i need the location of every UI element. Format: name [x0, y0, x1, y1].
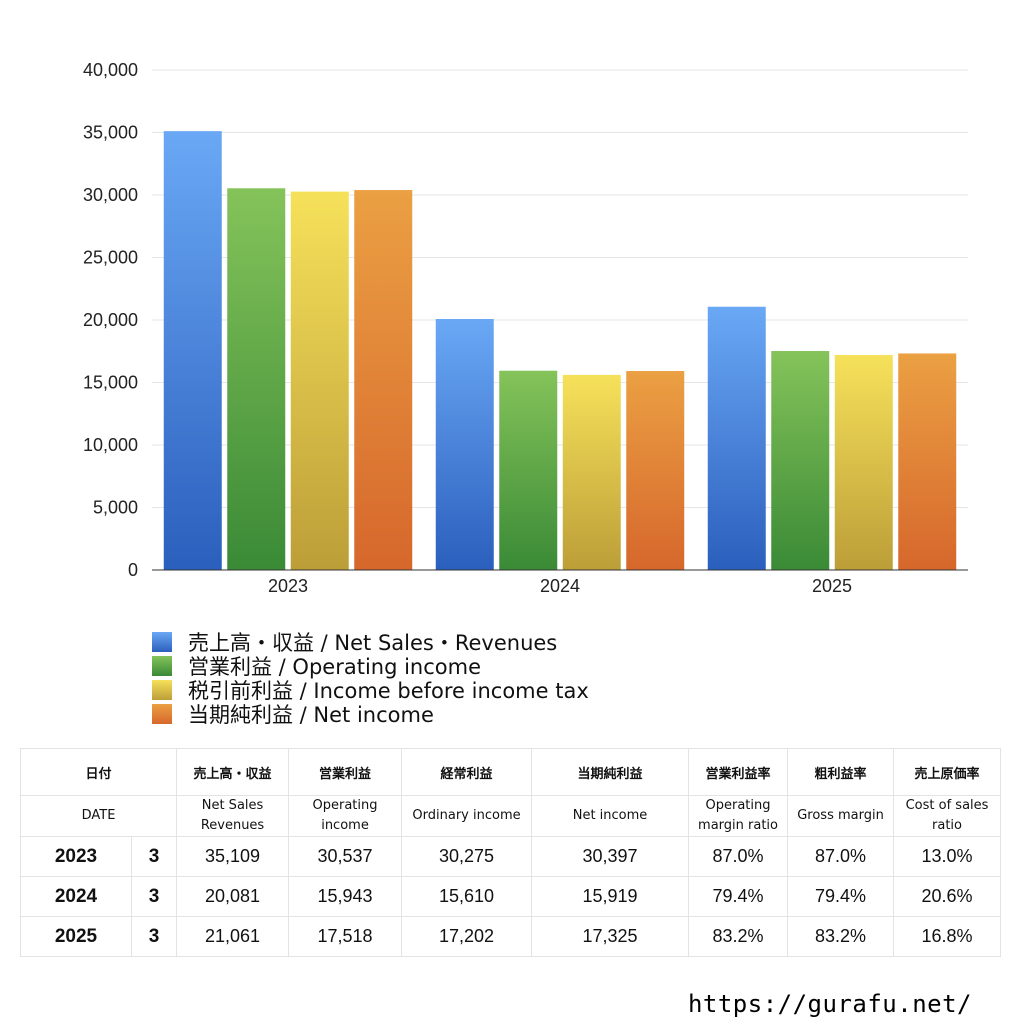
legend-label-operating-income: 営業利益 / Operating income — [188, 655, 482, 679]
legend-label-income-before-tax: 税引前利益 / Income before income tax — [188, 679, 589, 703]
bars — [163, 131, 957, 570]
bar-2023-series-1 — [227, 188, 286, 570]
row-year: 2024 — [20, 876, 132, 917]
row-year: 2025 — [20, 916, 132, 957]
legend-label-net-income: 当期純利益 / Net income — [188, 703, 434, 727]
site-url[interactable]: https://gurafu.net/ — [687, 990, 972, 1018]
legend-label-net-sales: 売上高・収益 / Net Sales・Revenues — [188, 631, 558, 655]
th-date-en: DATE — [19, 795, 178, 837]
legend-swatch-income-before-tax — [152, 680, 172, 700]
bar-2023-series-2 — [290, 191, 349, 570]
cell-net-sales: 20,081 — [176, 876, 290, 917]
th-ordinary-income-jp: 経常利益 — [401, 748, 533, 796]
th-operating-income-en: Operating income — [288, 795, 403, 837]
bar-chart: 0 5,000 10,000 15,000 20,000 25,000 30,000 35,0… — [83, 60, 968, 596]
th-ordinary-income-en: Ordinary income — [401, 795, 533, 837]
y-tick-label: 40,000 — [83, 60, 138, 80]
y-tick-label: 0 — [128, 560, 138, 580]
cell-net-income: 17,325 — [531, 916, 690, 957]
th-gross-margin-jp: 粗利益率 — [787, 748, 895, 796]
bar-2024-series-3 — [626, 371, 685, 570]
y-tick-label: 10,000 — [83, 435, 138, 455]
y-tick-label: 15,000 — [83, 373, 138, 393]
bar-2023-series-0 — [163, 131, 222, 570]
cell-operating-income: 30,537 — [288, 836, 403, 877]
th-cost-of-sales-en: Cost of sales ratio — [893, 795, 1002, 837]
cell-operating-margin: 83.2% — [688, 916, 789, 957]
th-operating-margin-jp: 営業利益率 — [688, 748, 789, 796]
legend-item-net-income: 当期純利益 / Net income — [152, 702, 589, 727]
legend: 売上高・収益 / Net Sales・Revenues 営業利益 / Opera… — [152, 630, 589, 727]
bar-2025-series-2 — [834, 354, 893, 570]
cell-operating-margin: 79.4% — [688, 876, 789, 917]
cell-ordinary-income: 17,202 — [401, 916, 533, 957]
bar-2024-series-1 — [499, 370, 558, 570]
cell-operating-income: 17,518 — [288, 916, 403, 957]
row-month: 3 — [130, 876, 178, 917]
legend-swatch-net-sales — [152, 632, 172, 652]
legend-item-income-before-tax: 税引前利益 / Income before income tax — [152, 678, 589, 703]
cell-net-sales: 21,061 — [176, 916, 290, 957]
th-net-income-jp: 当期純利益 — [531, 748, 690, 796]
bar-2023-series-3 — [354, 190, 413, 570]
th-operating-income-jp: 営業利益 — [288, 748, 403, 796]
legend-item-net-sales: 売上高・収益 / Net Sales・Revenues — [152, 630, 589, 655]
cell-cost-of-sales: 20.6% — [893, 876, 1002, 917]
cell-net-income: 15,919 — [531, 876, 690, 917]
x-tick-label: 2025 — [812, 576, 852, 596]
cell-ordinary-income: 30,275 — [401, 836, 533, 877]
legend-swatch-net-income — [152, 704, 172, 724]
th-net-sales-en: Net Sales Revenues — [176, 795, 290, 837]
row-year: 2023 — [20, 836, 132, 877]
cell-net-sales: 35,109 — [176, 836, 290, 877]
cell-gross-margin: 79.4% — [787, 876, 895, 917]
bar-2025-series-1 — [771, 351, 830, 570]
th-net-sales-jp: 売上高・収益 — [176, 748, 290, 796]
table-row: 2025 3 21,061 17,518 17,202 17,325 83.2%… — [20, 916, 1002, 957]
y-tick-label: 30,000 — [83, 185, 138, 205]
y-tick-label: 20,000 — [83, 310, 138, 330]
th-net-income-en: Net income — [531, 795, 690, 837]
legend-swatch-operating-income — [152, 656, 172, 676]
cell-operating-margin: 87.0% — [688, 836, 789, 877]
row-month: 3 — [130, 836, 178, 877]
y-axis-ticks: 0 5,000 10,000 15,000 20,000 25,000 30,000 35,0… — [83, 60, 138, 580]
table-header-en: DATE Net Sales Revenues Operating income… — [19, 795, 1002, 837]
x-tick-label: 2023 — [268, 576, 308, 596]
y-tick-label: 5,000 — [93, 498, 138, 518]
th-operating-margin-en: Operating margin ratio — [688, 795, 789, 837]
bar-2025-series-0 — [707, 306, 766, 570]
bar-2024-series-2 — [562, 374, 621, 570]
cell-gross-margin: 87.0% — [787, 836, 895, 877]
table-row: 2024 3 20,081 15,943 15,610 15,919 79.4%… — [20, 876, 1002, 917]
th-cost-of-sales-jp: 売上原価率 — [893, 748, 1002, 796]
row-month: 3 — [130, 916, 178, 957]
financial-table: 日付 売上高・収益 営業利益 経常利益 当期純利益 営業利益率 粗利益率 売上原… — [19, 748, 1002, 957]
legend-item-operating-income: 営業利益 / Operating income — [152, 654, 589, 679]
bar-2024-series-0 — [435, 318, 494, 570]
cell-ordinary-income: 15,610 — [401, 876, 533, 917]
cell-operating-income: 15,943 — [288, 876, 403, 917]
y-tick-label: 25,000 — [83, 248, 138, 268]
table-header-jp: 日付 売上高・収益 営業利益 経常利益 当期純利益 営業利益率 粗利益率 売上原… — [19, 748, 1002, 796]
table-row: 2023 3 35,109 30,537 30,275 30,397 87.0%… — [20, 836, 1002, 877]
x-axis-ticks: 2023 2024 2025 — [268, 576, 852, 596]
cell-net-income: 30,397 — [531, 836, 690, 877]
th-date-jp: 日付 — [19, 748, 178, 796]
th-gross-margin-en: Gross margin — [787, 795, 895, 837]
gridlines — [152, 69, 968, 508]
cell-cost-of-sales: 13.0% — [893, 836, 1002, 877]
cell-cost-of-sales: 16.8% — [893, 916, 1002, 957]
bar-2025-series-3 — [898, 353, 957, 570]
cell-gross-margin: 83.2% — [787, 916, 895, 957]
x-tick-label: 2024 — [540, 576, 580, 596]
y-tick-label: 35,000 — [83, 123, 138, 143]
